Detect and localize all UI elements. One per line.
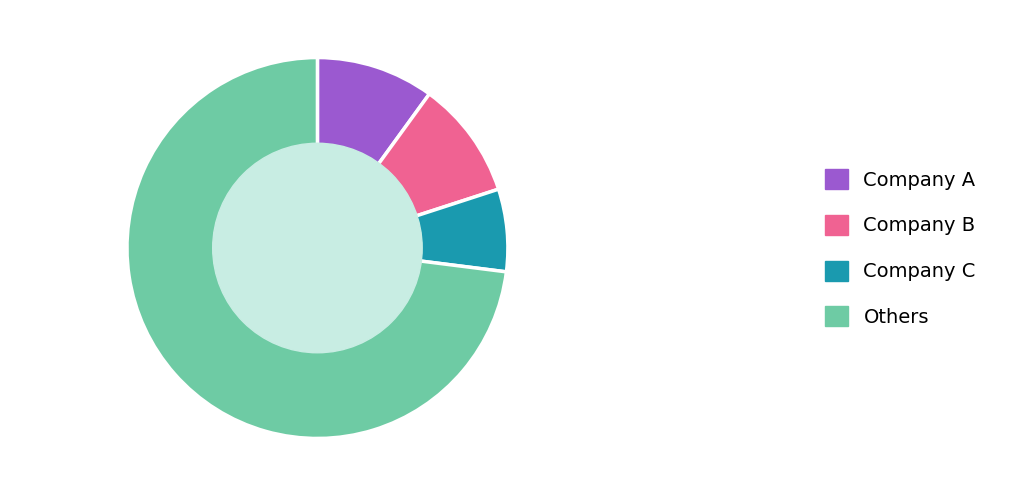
Wedge shape [317, 189, 508, 272]
Wedge shape [317, 94, 499, 248]
Circle shape [213, 143, 422, 353]
Legend: Company A, Company B, Company C, Others: Company A, Company B, Company C, Others [817, 161, 984, 335]
Wedge shape [127, 58, 507, 438]
Wedge shape [317, 58, 429, 248]
